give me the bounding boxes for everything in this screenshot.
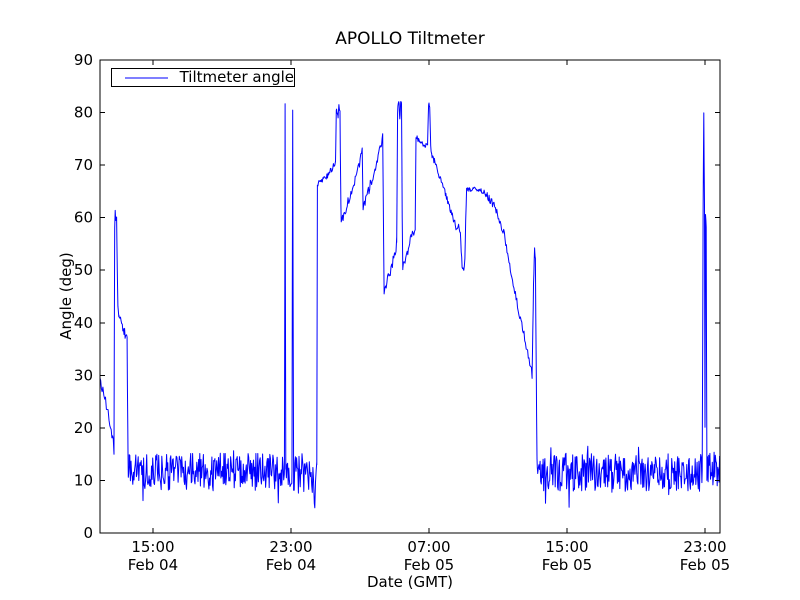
legend-line-sample [125,76,168,79]
x-tick-label-date: Feb 04 [266,556,316,574]
y-tick-label: 70 [74,156,93,174]
x-tick-label-time: 15:00 [545,538,588,556]
y-tick-label: 40 [74,314,93,332]
y-tick-label: 20 [74,419,93,437]
x-tick-label-time: 23:00 [269,538,312,556]
y-tick-label: 30 [74,366,93,384]
x-tick-label-date: Feb 05 [680,556,730,574]
x-tick-label-date: Feb 05 [542,556,592,574]
x-tick-label-time: 15:00 [131,538,174,556]
y-axis-label: Angle (deg) [57,252,75,340]
y-tick-label: 0 [83,524,93,542]
chart-title: APOLLO Tiltmeter [335,29,485,49]
x-tick-label-time: 23:00 [683,538,726,556]
y-tick-label: 90 [74,51,93,69]
legend-label: Tiltmeter angle [179,68,294,86]
y-tick-label: 10 [74,471,93,489]
x-tick-label-date: Feb 04 [128,556,178,574]
x-tick-label-time: 07:00 [407,538,450,556]
legend: Tiltmeter angle [111,68,295,87]
x-tick-label-date: Feb 05 [404,556,454,574]
tiltmeter-angle-line [99,101,721,509]
y-tick-label: 60 [74,209,93,227]
plot-border [99,59,721,534]
x-axis-label: Date (GMT) [366,573,454,591]
y-tick-label: 80 [74,104,93,122]
y-tick-label: 50 [74,261,93,279]
